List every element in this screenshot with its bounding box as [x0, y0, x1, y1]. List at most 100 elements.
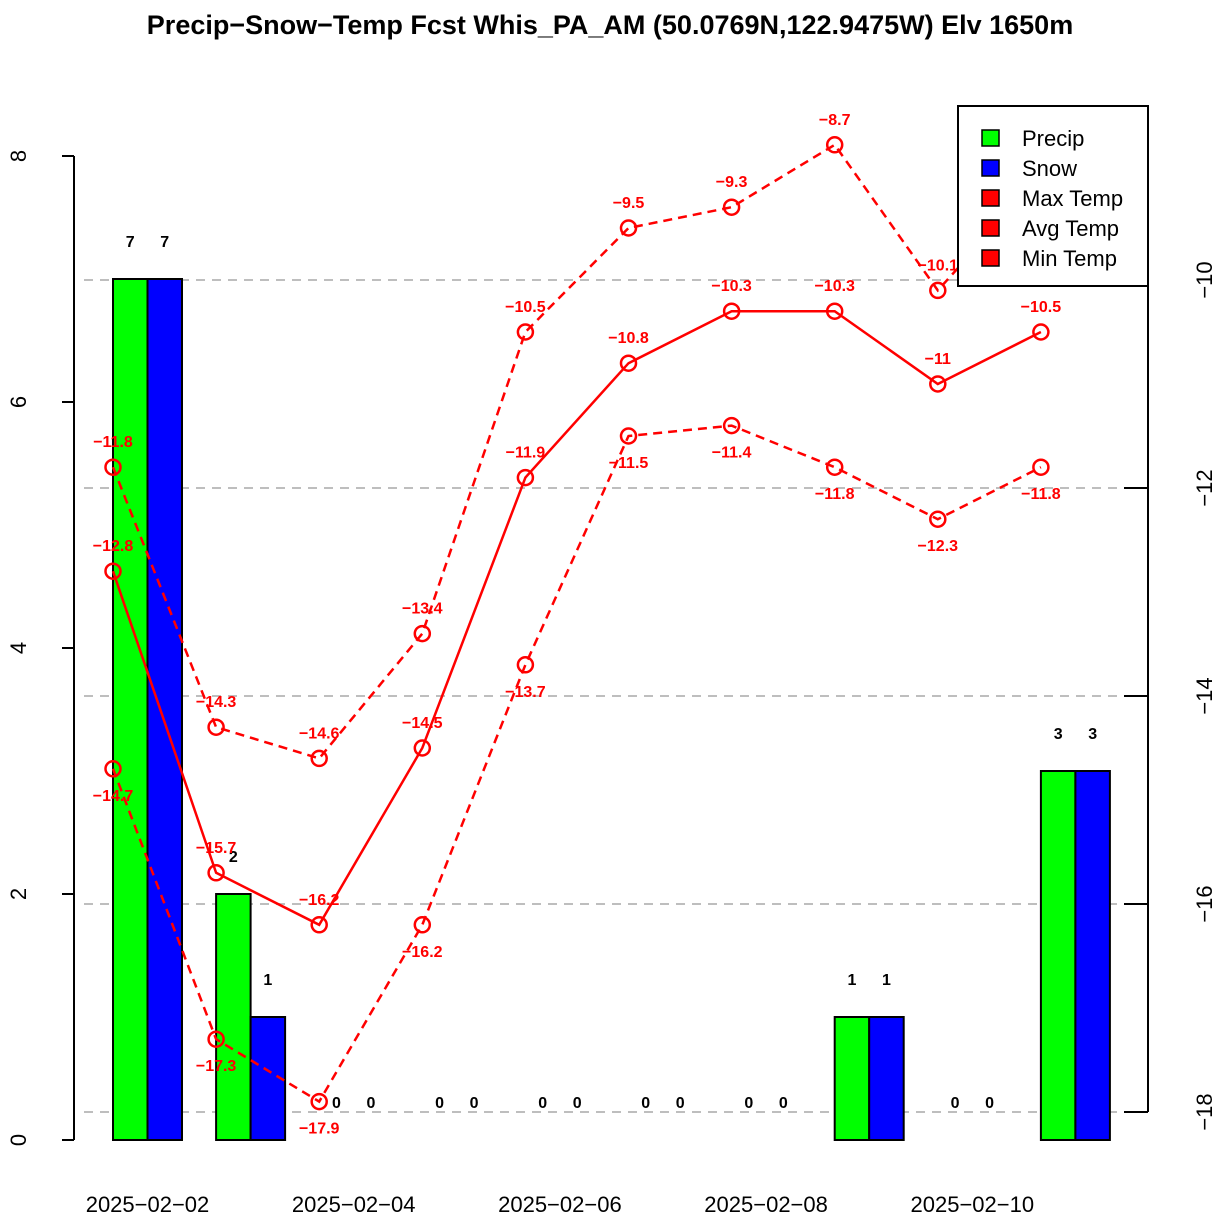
legend-swatch: [981, 189, 1000, 207]
precip-value-label: 3: [1054, 726, 1063, 743]
legend-label: Min Temp: [1022, 246, 1117, 271]
min-temp-value-label: −13.7: [505, 684, 546, 701]
legend-swatch: [981, 159, 1000, 177]
min-temp-point: [1032, 458, 1050, 476]
legend-label: Snow: [1022, 156, 1077, 181]
x-axis-tick-label: 2025−02−06: [498, 1192, 622, 1217]
min-temp-point: [413, 916, 432, 934]
avg-temp-point: [929, 375, 947, 393]
right-axis-tick-label: −14: [1192, 677, 1217, 714]
chart-title: Precip−Snow−Temp Fcst Whis_PA_AM (50.076…: [147, 10, 1073, 40]
min-temp-point: [207, 1030, 225, 1048]
avg-temp-value-label: −11: [925, 351, 951, 368]
legend-swatch: [981, 219, 1000, 237]
bar-series: [112, 278, 1111, 1141]
avg-temp-value-label: −14.5: [402, 715, 443, 732]
max-temp-point: [207, 718, 225, 736]
min-temp-point: [929, 510, 947, 528]
precip-bar: [1039, 770, 1077, 1141]
max-temp-value-label: −9.5: [613, 195, 645, 212]
right-axis-tick-label: −16: [1192, 885, 1217, 922]
max-temp-point: [722, 198, 741, 216]
precip-value-label: 0: [951, 1095, 960, 1112]
left-axis-tick-label: 0: [6, 1134, 31, 1146]
max-temp-point: [413, 624, 432, 643]
avg-temp-point: [413, 739, 432, 757]
snow-bar: [249, 1016, 287, 1141]
precip-value-label: 0: [641, 1095, 650, 1112]
snow-bar: [146, 278, 183, 1141]
snow-value-label: 0: [779, 1095, 788, 1112]
min-temp-point: [722, 416, 741, 435]
snow-value-label: 1: [263, 972, 272, 989]
min-temp-value-label: −11.8: [1021, 486, 1061, 503]
left-axis-tick-label: 4: [6, 642, 31, 654]
x-axis-tick-label: 2025−02−08: [704, 1192, 828, 1217]
left-axis-tick-label: 8: [6, 150, 31, 162]
max-temp-point: [619, 219, 638, 237]
max-temp-value-label: −13.4: [402, 601, 443, 618]
right-axis-tick-label: −12: [1192, 469, 1217, 506]
x-axis-tick-label: 2025−02−04: [292, 1192, 416, 1217]
avg-temp-point: [207, 864, 225, 882]
snow-value-label: 0: [366, 1095, 375, 1112]
min-temp-value-label: −16.2: [402, 944, 443, 961]
avg-temp-point: [825, 302, 844, 320]
precip-bar: [833, 1016, 871, 1141]
max-temp-point: [825, 136, 844, 154]
avg-temp-value-label: −10.5: [1021, 299, 1062, 316]
min-temp-point: [310, 1092, 328, 1111]
max-temp-value-label: −14.6: [299, 725, 340, 742]
min-temp-value-label: −11.4: [712, 445, 752, 462]
legend-label: Max Temp: [1022, 186, 1123, 211]
avg-temp-value-label: −16.2: [299, 892, 340, 909]
min-temp-point: [516, 656, 535, 674]
avg-temp-point: [722, 302, 741, 320]
precip-value-label: 0: [538, 1095, 547, 1112]
max-temp-value-label: −10.1: [918, 257, 959, 274]
max-temp-point: [104, 458, 122, 476]
max-temp-value-label: −10.5: [505, 299, 546, 316]
avg-temp-value-label: −10.3: [814, 278, 855, 295]
min-temp-line: [111, 424, 1042, 1104]
snow-value-label: 0: [470, 1095, 479, 1112]
right-axis-tick-label: −18: [1192, 1093, 1217, 1130]
max-temp-point: [310, 749, 328, 768]
min-temp-point: [825, 458, 844, 476]
min-temp-point: [619, 427, 638, 445]
snow-value-label: 0: [985, 1095, 994, 1112]
x-axis-tick-label: 2025−02−10: [911, 1192, 1035, 1217]
avg-temp-point: [516, 468, 535, 487]
precip-value-label: 1: [847, 972, 856, 989]
precip-value-label: 2: [229, 849, 238, 866]
precip-value-label: 0: [744, 1095, 753, 1112]
min-temp-value-label: −17.3: [196, 1058, 237, 1075]
avg-temp-point: [104, 562, 122, 580]
snow-value-label: 0: [676, 1095, 685, 1112]
avg-temp-value-label: −10.3: [711, 278, 752, 295]
axes: 0 2 4 6 8 −18 −16 −14 −12 −10 2025−02−02 2025−02−04…: [6, 106, 1217, 1217]
max-temp-point: [929, 281, 947, 300]
max-temp-value-label: −11.8: [93, 434, 133, 451]
x-axis-tick-label: 2025−02−02: [86, 1192, 210, 1217]
legend-swatch: [981, 129, 1000, 147]
data-labels: 7 7 2 1 0 0 0 0 0 0 0 0 0 0 1 1 0 0 3 3 −11.8 −14.3 −14.6 −13.4…: [93, 112, 1097, 1138]
precip-value-label: 0: [435, 1095, 444, 1112]
avg-temp-value-label: −15.7: [196, 840, 237, 857]
min-temp-value-label: −17.9: [299, 1121, 340, 1138]
max-temp-value-label: −14.3: [196, 694, 237, 711]
max-temp-value-label: −9.3: [716, 174, 748, 191]
grid-lines: [84, 279, 1140, 1113]
avg-temp-value-label: −11.9: [506, 445, 546, 462]
max-temp-point: [516, 323, 535, 341]
precip-bar: [112, 278, 149, 1141]
left-axis-tick-label: 2: [6, 888, 31, 900]
avg-temp-point: [619, 354, 638, 372]
avg-temp-value-label: −10.8: [608, 330, 649, 347]
precip-value-label: 0: [332, 1095, 341, 1112]
snow-value-label: 7: [160, 234, 169, 251]
min-temp-value-label: −14.7: [93, 788, 134, 805]
max-temp-line: [111, 143, 1042, 760]
snow-value-label: 3: [1088, 726, 1097, 743]
left-axis-tick-label: 6: [6, 396, 31, 408]
